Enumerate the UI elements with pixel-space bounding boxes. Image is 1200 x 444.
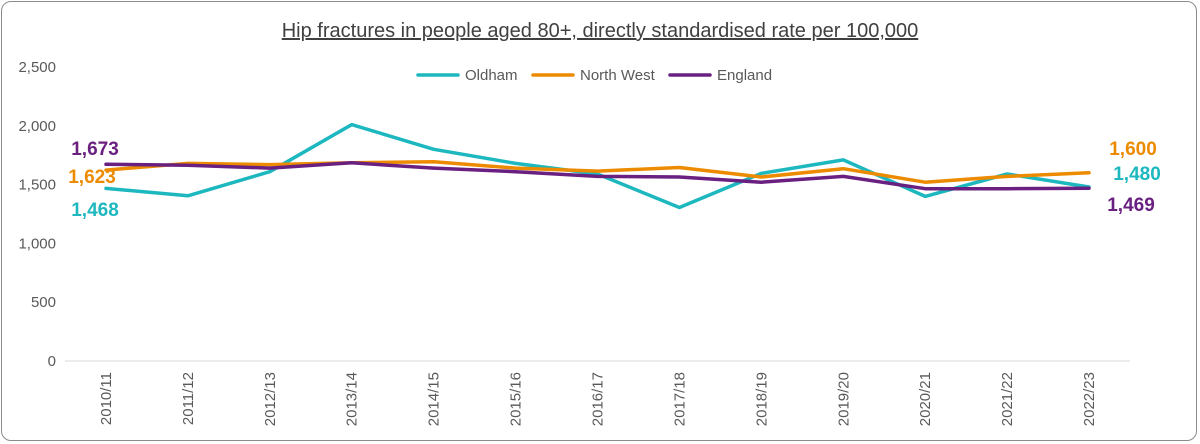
data-label-last: 1,600 bbox=[1109, 139, 1157, 160]
x-tick-label: 2022/23 bbox=[1081, 372, 1098, 426]
legend-label: England bbox=[717, 67, 772, 84]
data-label-first: 1,623 bbox=[68, 167, 116, 188]
x-tick-label: 2010/11 bbox=[98, 372, 115, 425]
x-tick-label: 2019/20 bbox=[835, 372, 852, 426]
series-line-england bbox=[104, 161, 1091, 191]
x-tick-label: 2015/16 bbox=[508, 372, 525, 426]
x-tick-label: 2017/18 bbox=[671, 372, 688, 426]
data-label-first: 1,468 bbox=[71, 200, 119, 221]
data-label-last: 1,469 bbox=[1107, 195, 1155, 216]
x-tick-label: 2011/12 bbox=[180, 372, 197, 425]
chart-title: Hip fractures in people aged 80+, direct… bbox=[282, 20, 919, 42]
x-tick-label: 2013/14 bbox=[344, 372, 361, 426]
y-tick-label: 0 bbox=[48, 353, 56, 370]
y-tick-label: 2,500 bbox=[18, 59, 56, 76]
x-tick-label: 2016/17 bbox=[590, 372, 607, 426]
series-line-north-west bbox=[104, 159, 1091, 184]
data-labels: 1,673 1,623 1,468 1,600 1,480 1,469 bbox=[68, 139, 1161, 221]
y-axis: 0 500 1,000 1,500 2,000 2,500 bbox=[18, 59, 56, 370]
x-tick-label: 2014/15 bbox=[426, 372, 443, 426]
series-line-oldham bbox=[104, 122, 1091, 210]
x-tick-label: 2012/13 bbox=[262, 372, 279, 426]
legend-label: Oldham bbox=[465, 67, 518, 84]
data-label-first: 1,673 bbox=[71, 139, 119, 160]
legend: Oldham North West England bbox=[416, 67, 772, 84]
legend-label: North West bbox=[580, 67, 656, 84]
x-tick-label: 2018/19 bbox=[753, 372, 770, 426]
y-tick-label: 2,000 bbox=[18, 118, 56, 135]
x-axis: 2010/11 2011/12 2012/13 2013/14 2014/15 2015/… bbox=[65, 360, 1130, 426]
series-group bbox=[104, 122, 1091, 210]
y-tick-label: 1,500 bbox=[18, 177, 56, 194]
data-label-last: 1,480 bbox=[1113, 164, 1161, 185]
x-tick-label: 2020/21 bbox=[917, 372, 934, 426]
x-tick-label: 2021/22 bbox=[999, 372, 1016, 426]
y-tick-label: 1,000 bbox=[18, 235, 56, 252]
y-tick-label: 500 bbox=[31, 294, 56, 311]
